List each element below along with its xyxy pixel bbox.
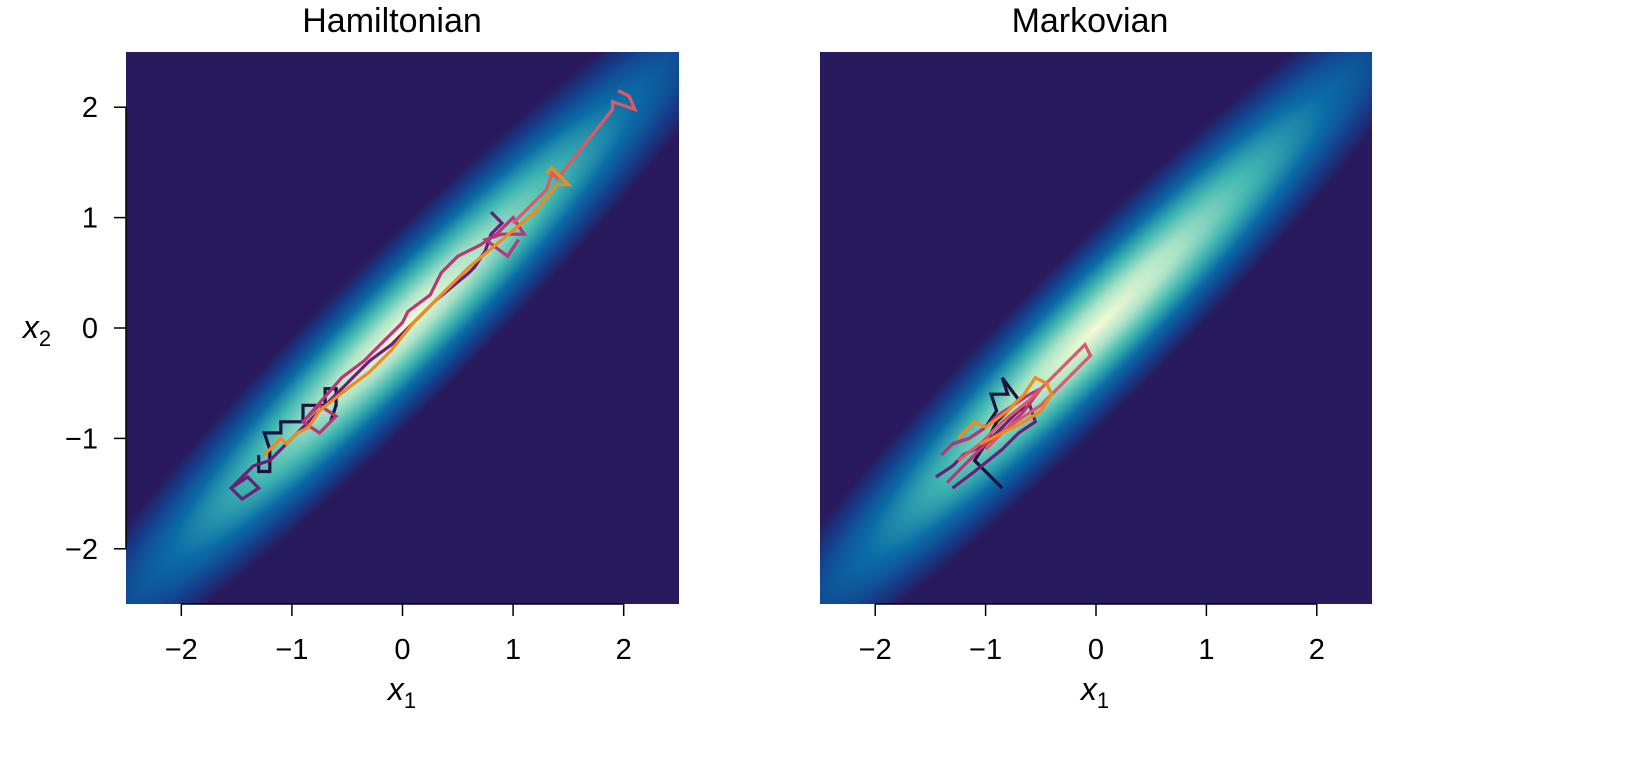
density-heatmap: [820, 52, 1372, 604]
x-tick-label: 2: [1309, 634, 1325, 666]
y-tick-label: 0: [82, 313, 98, 345]
x-axis-label: x1: [1079, 671, 1109, 713]
trajectory-traces: [228, 89, 638, 502]
x-tick-label: 0: [1088, 634, 1104, 666]
panel-title: Hamiltonian: [302, 2, 482, 40]
panel-title: Markovian: [1012, 2, 1169, 40]
trajectory-traces: [935, 341, 1093, 490]
trace-series-1: [257, 387, 338, 474]
plot-area: [126, 52, 679, 604]
x-tick-label: −2: [859, 634, 892, 666]
y-axis: −2 −1 0 1 2: [65, 92, 127, 566]
x-axis: −2 −1 0 1 2: [859, 603, 1325, 666]
x-axis: −2 −1 0 1 2: [165, 603, 632, 666]
x-tick-label: 2: [616, 634, 632, 666]
trace-series-5: [956, 375, 1054, 446]
trace-series-3: [940, 387, 1043, 484]
x-tick-label: −1: [275, 634, 308, 666]
x-axis-label: x1: [386, 671, 416, 713]
trace-series-4: [957, 341, 1093, 462]
x-tick-label: −2: [165, 634, 198, 666]
x-tick-label: −1: [969, 634, 1002, 666]
x-tick-label: 1: [505, 634, 521, 666]
y-tick-label: 1: [82, 203, 98, 235]
trace-series-5: [263, 165, 573, 457]
y-tick-label: −1: [65, 423, 98, 455]
plot-area: [820, 52, 1372, 604]
y-tick-label: 2: [82, 92, 98, 124]
x-tick-label: 1: [1198, 634, 1214, 666]
y-axis-label: x2: [21, 309, 51, 351]
panel-hamiltonian: Hamiltonian −2 −1 0 1 2 −2 −1 0 1 2 x1 x2: [21, 2, 679, 713]
x-tick-label: 0: [394, 634, 410, 666]
panel-markovian: Markovian −2 −1 0 1 2 x1: [820, 2, 1372, 713]
trace-series-4: [511, 89, 638, 225]
y-tick-label: −2: [65, 534, 98, 566]
